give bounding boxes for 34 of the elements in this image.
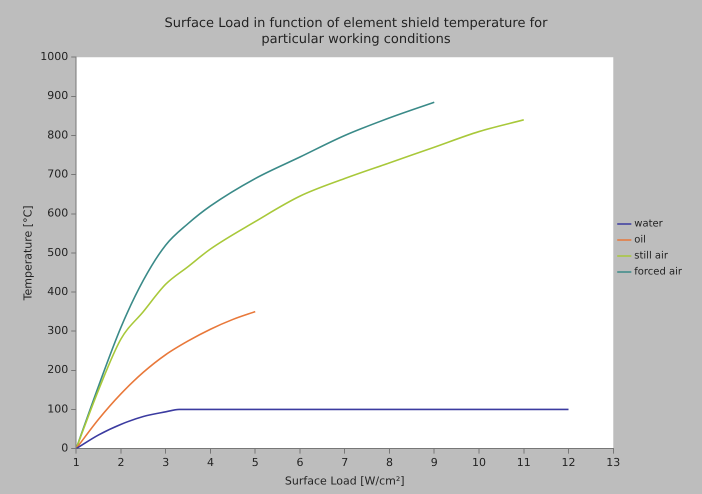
x-tick-label: 1 — [72, 456, 80, 470]
y-tick-label: 600 — [47, 206, 68, 220]
x-tick-label: 12 — [562, 456, 576, 470]
x-tick-label: 5 — [252, 456, 259, 470]
line-series — [76, 119, 525, 449]
x-tick-label: 10 — [472, 456, 486, 470]
y-tick-label: 0 — [61, 441, 68, 454]
x-tick-label: 13 — [606, 456, 620, 470]
x-tick-label: 11 — [516, 456, 531, 470]
line-series — [76, 408, 570, 449]
legend-label: oil — [634, 234, 646, 246]
y-tick-label: 900 — [47, 89, 68, 102]
y-tick-label: 1000 — [40, 50, 68, 64]
y-tick-label: 800 — [47, 128, 68, 142]
y-tick-label: 300 — [47, 324, 68, 338]
x-tick-label: 2 — [117, 456, 124, 470]
y-tick-label: 500 — [47, 246, 68, 259]
y-tick-label: 200 — [47, 363, 68, 376]
legend-label: still air — [634, 250, 669, 262]
legend-label: forced air — [634, 266, 683, 278]
x-tick-label: 7 — [341, 456, 348, 470]
y-axis-title: Temperature [°C] — [21, 205, 34, 302]
x-tick-label: 6 — [296, 456, 304, 470]
y-tick-label: 100 — [47, 402, 68, 416]
chart-title: Surface Load in function of element shield temperature for particular working conditions — [164, 16, 548, 47]
legend-label: water — [634, 218, 664, 230]
x-tick-label: 3 — [162, 456, 170, 470]
y-tick-label: 700 — [47, 167, 68, 180]
x-axis-title: Surface Load [W/cm²] — [284, 474, 405, 488]
x-tick-label: 9 — [430, 456, 438, 470]
y-tick-label: 400 — [47, 284, 68, 298]
x-tick-label: 4 — [206, 456, 214, 470]
x-tick-label: 8 — [386, 456, 393, 470]
line-series — [76, 310, 256, 449]
